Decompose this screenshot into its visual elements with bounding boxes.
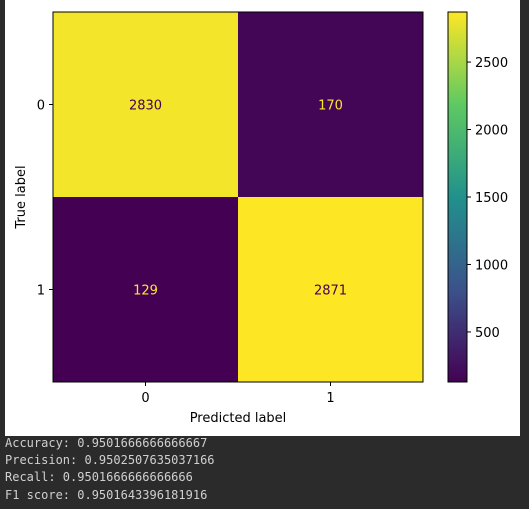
cell-value-1-1: 2871 [314,284,347,299]
colorbar-ticks: 500 1000 1500 2000 2500 [467,56,508,341]
heatmap-cells [53,12,423,382]
x-axis-label: Predicted label [190,411,287,426]
cell-value-1-0: 129 [133,284,158,299]
y-tick-label-1: 1 [37,284,45,299]
colorbar-tick-label-500: 500 [475,326,500,341]
precision-line: Precision: 0.9502507635037166 [5,453,215,468]
f1-score-line: F1 score: 0.9501643396181916 [5,487,208,502]
heatmap-frame [52,11,424,383]
y-axis-ticks: 01 [37,99,53,299]
cell-value-0-0: 2830 [129,99,162,114]
heatmap-cell-1-0 [53,197,238,382]
x-tick-label-0: 0 [141,391,149,406]
colorbar [447,11,468,383]
accuracy-line: Accuracy: 0.9501666666666667 [5,436,208,450]
cell-value-labels: 2830 170 129 2871 [129,99,347,299]
heatmap-cell-0-0 [53,12,238,197]
y-axis-label: True label [14,165,29,229]
metrics-output: Accuracy: 0.9501666666666667 Precision: … [5,435,525,504]
colorbar-tick-label-2500: 2500 [475,56,508,71]
heatmap-cell-1-1 [238,197,423,382]
y-tick-label-0: 0 [37,99,45,114]
heatmap-cell-0-1 [238,12,423,197]
colorbar-tick-label-1000: 1000 [475,258,508,273]
cell-value-0-1: 170 [318,99,343,114]
colorbar-tick-label-1500: 1500 [475,191,508,206]
x-tick-label-1: 1 [326,391,334,406]
recall-line: Recall: 0.9501666666666666 [5,470,193,485]
colorbar-tick-label-2000: 2000 [475,124,508,139]
